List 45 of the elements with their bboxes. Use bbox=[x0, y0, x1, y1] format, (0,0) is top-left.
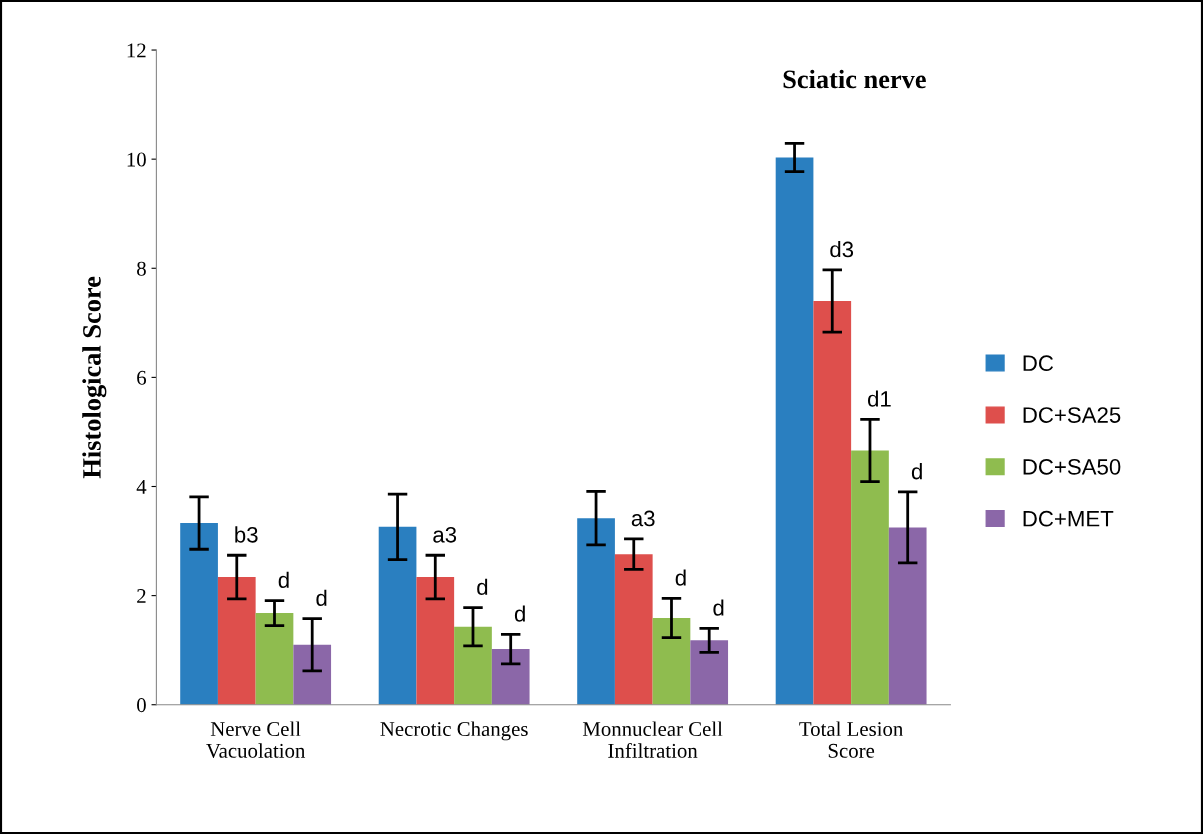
bar bbox=[888, 527, 927, 705]
data-label: a3 bbox=[433, 526, 457, 543]
bar bbox=[378, 526, 417, 705]
y-tick-label: 12 bbox=[127, 43, 146, 58]
bar bbox=[416, 577, 455, 705]
bar bbox=[180, 523, 218, 705]
data-label: d bbox=[316, 589, 327, 606]
bar bbox=[491, 649, 530, 705]
data-label: d bbox=[713, 599, 724, 616]
bar bbox=[454, 626, 492, 705]
legend-label: DC bbox=[1023, 355, 1054, 372]
legend-label: DC+SA25 bbox=[1023, 407, 1121, 423]
bar bbox=[690, 640, 729, 705]
bar bbox=[775, 157, 814, 705]
x-tick-label: Nerve Cell Vacuolation bbox=[206, 721, 306, 758]
y-tick-label: 0 bbox=[137, 698, 146, 713]
text: Sciatic nerve bbox=[783, 69, 926, 89]
bar bbox=[851, 450, 889, 705]
y-axis-title: Histological Score bbox=[82, 276, 107, 479]
bar bbox=[293, 644, 332, 705]
bar bbox=[652, 617, 691, 705]
bar bbox=[217, 577, 256, 705]
data-label: d bbox=[477, 578, 488, 596]
data-label: b3 bbox=[235, 526, 258, 543]
legend-label: DC+SA50 bbox=[1023, 459, 1121, 475]
bar bbox=[614, 554, 653, 705]
data-label: d bbox=[675, 569, 686, 586]
data-label: d bbox=[911, 463, 922, 480]
data-label: d bbox=[514, 605, 525, 622]
x-tick-label: Total Lesion Score bbox=[799, 721, 904, 758]
legend-label: DC+MET bbox=[1023, 510, 1114, 527]
bar bbox=[813, 301, 852, 705]
y-tick-label: 2 bbox=[137, 589, 146, 603]
x-tick-label: Necrotic Changes bbox=[380, 721, 528, 741]
data-label: a3 bbox=[631, 510, 655, 527]
data-label: d3 bbox=[830, 241, 854, 258]
bar bbox=[255, 613, 294, 705]
data-label: d1 bbox=[867, 390, 891, 407]
bar bbox=[577, 518, 615, 705]
x-tick-label: Monnuclear Cell Infiltration bbox=[582, 721, 723, 758]
y-tick-label: 4 bbox=[136, 480, 147, 494]
y-tick-label: 8 bbox=[137, 261, 146, 276]
y-tick-label: 6 bbox=[137, 370, 147, 385]
data-label: d bbox=[278, 571, 289, 588]
y-tick-label: 10 bbox=[127, 152, 146, 167]
